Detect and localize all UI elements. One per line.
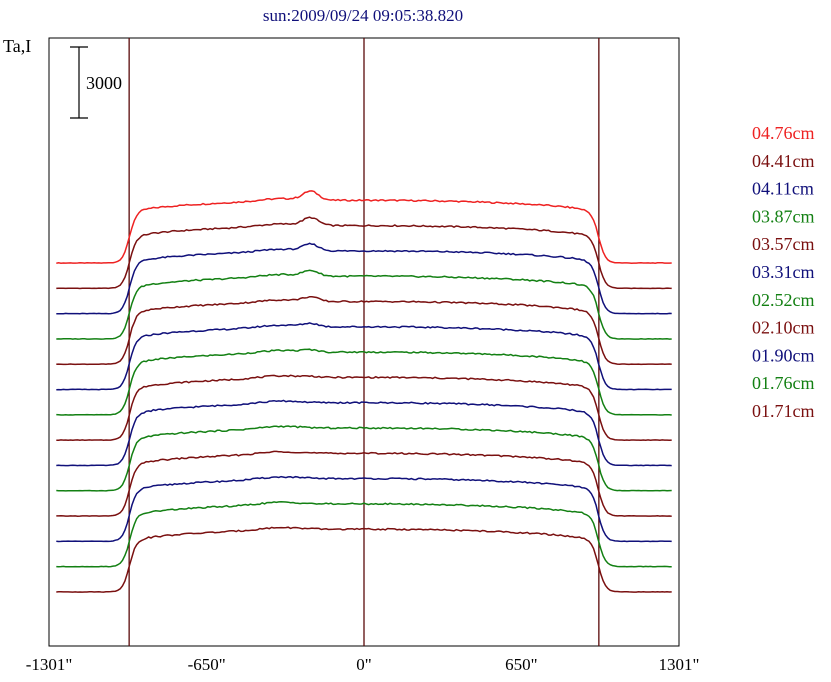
y-axis-label: Ta,I — [3, 36, 31, 56]
legend-item: 01.71cm — [752, 401, 815, 421]
profile-line-8 — [56, 399, 672, 467]
legend-item: 01.90cm — [752, 345, 815, 365]
x-axis-ticks: -1301" -650" 0" 650" 1301" — [26, 655, 700, 674]
legend-item: 01.76cm — [752, 373, 815, 393]
x-tick-label: -1301" — [26, 655, 73, 674]
scale-bar-label: 3000 — [86, 73, 122, 93]
vertical-reference-lines — [128, 38, 600, 646]
profile-line-2 — [56, 242, 672, 315]
x-tick-label: 1301" — [659, 655, 700, 674]
profile-line-6 — [56, 348, 672, 416]
profile-line-12 — [56, 501, 672, 568]
chart-title: sun:2009/09/24 09:05:38.820 — [263, 6, 463, 25]
x-tick-label: 650" — [505, 655, 537, 674]
legend-item: 03.31cm — [752, 262, 815, 282]
legend-item: 04.76cm — [752, 123, 815, 143]
profile-line-11 — [56, 475, 672, 543]
profile-line-9 — [56, 425, 672, 492]
legend-item: 04.11cm — [752, 179, 814, 199]
profile-line-3 — [56, 269, 672, 340]
x-tick-label: 0" — [356, 655, 371, 674]
scale-bar: 3000 — [70, 46, 122, 119]
legend-item: 02.52cm — [752, 290, 815, 310]
profile-line-4 — [56, 295, 672, 366]
legend-item: 04.41cm — [752, 151, 815, 171]
profile-line-5 — [56, 322, 672, 391]
legend: 04.76cm 04.41cm 04.11cm 03.87cm 03.57cm 03.31… — [752, 123, 815, 421]
profile-curves — [56, 190, 672, 593]
profile-line-10 — [56, 450, 672, 517]
profile-line-13 — [56, 526, 672, 593]
legend-item: 02.10cm — [752, 318, 815, 338]
profile-line-1 — [56, 216, 672, 290]
legend-item: 03.57cm — [752, 234, 815, 254]
x-tick-label: -650" — [188, 655, 226, 674]
profile-line-7 — [56, 374, 672, 442]
profile-line-0 — [56, 190, 672, 264]
legend-item: 03.87cm — [752, 206, 815, 226]
